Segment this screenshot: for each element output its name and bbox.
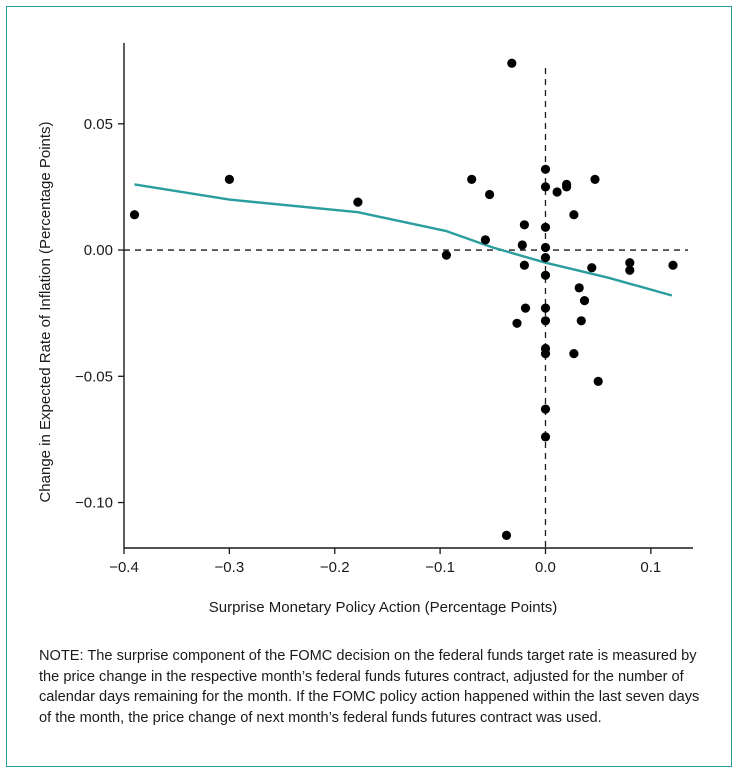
y-tick-label: −0.10: [75, 495, 113, 512]
y-tick-label: −0.05: [75, 368, 113, 385]
y-axis-label: Change in Expected Rate of Inflation (Pe…: [37, 121, 54, 502]
data-point: [485, 189, 495, 200]
data-point: [480, 235, 490, 245]
data-point: [512, 318, 522, 328]
tick-marks: [118, 123, 652, 554]
data-point: [519, 220, 530, 230]
data-point: [519, 260, 530, 270]
data-point: [520, 303, 531, 313]
data-point: [540, 164, 551, 174]
data-point: [579, 296, 590, 306]
data-point: [540, 432, 551, 442]
data-point: [501, 530, 512, 541]
y-tick-label: 0.05: [84, 116, 113, 133]
x-tick-label: 0.0: [535, 559, 556, 576]
x-tick-label: 0.1: [640, 559, 661, 576]
data-point: [540, 303, 551, 313]
data-point: [441, 250, 451, 260]
tick-labels: −0.4 −0.3 −0.2 −0.1 0.0 0.1 0.05 0.00 −0.05 −0.10: [75, 116, 661, 576]
data-point: [540, 349, 551, 359]
data-point: [569, 210, 579, 220]
x-tick-label: −0.2: [320, 559, 350, 576]
data-point: [540, 182, 551, 192]
fit-line: [134, 183, 673, 297]
data-point: [552, 187, 562, 197]
data-point: [467, 174, 477, 184]
axes: [123, 43, 693, 549]
data-point: [507, 58, 517, 68]
figure-note: NOTE: The surprise component of the FOMC…: [39, 648, 700, 726]
data-point: [625, 265, 635, 275]
reference-lines: [124, 68, 688, 548]
data-point: [129, 210, 140, 220]
data-point: [569, 349, 579, 359]
x-tick-label: −0.3: [215, 559, 245, 576]
y-tick-label: 0.00: [84, 242, 113, 259]
data-point: [540, 253, 551, 263]
x-tick-label: −0.1: [425, 559, 455, 576]
data-point: [540, 316, 551, 326]
data-point: [590, 174, 600, 184]
data-point: [625, 258, 635, 268]
data-point: [587, 263, 597, 273]
x-tick-label: −0.4: [109, 559, 139, 576]
data-point: [562, 182, 572, 192]
data-point: [668, 260, 678, 270]
data-point: [224, 174, 234, 184]
figure-frame: [6, 6, 732, 767]
data-point: [576, 316, 586, 326]
scatter-chart: −0.4 −0.3 −0.2 −0.1 0.0 0.1 0.05 0.00 −0.05 −0.10…: [37, 43, 693, 616]
data-point: [353, 197, 363, 207]
data-point: [593, 376, 603, 386]
data-point: [517, 240, 527, 250]
data-point: [540, 242, 551, 253]
data-point: [540, 270, 551, 280]
data-point: [540, 404, 551, 414]
x-axis-label: Surprise Monetary Policy Action (Percent…: [209, 599, 558, 616]
data-point: [540, 222, 551, 232]
fit-line-group: [134, 183, 673, 297]
data-point: [574, 283, 584, 293]
data-points: [129, 58, 678, 541]
